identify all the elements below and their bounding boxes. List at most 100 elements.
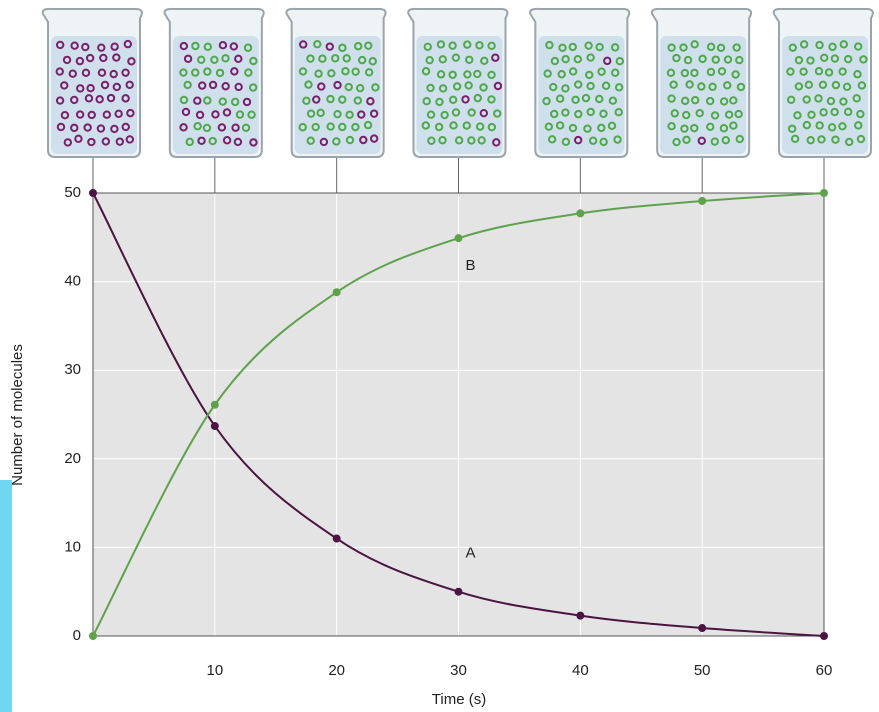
molecule xyxy=(123,39,133,49)
data-point xyxy=(454,587,463,596)
molecule xyxy=(333,109,342,119)
molecule xyxy=(487,122,497,132)
molecule xyxy=(63,138,73,147)
molecule xyxy=(298,67,308,76)
molecule xyxy=(109,69,118,79)
molecule xyxy=(249,56,258,66)
molecule xyxy=(585,70,594,80)
molecule xyxy=(298,123,307,132)
molecule xyxy=(354,42,363,51)
side-strip xyxy=(0,480,12,712)
molecule xyxy=(183,80,192,90)
molecule xyxy=(197,55,206,64)
molecule xyxy=(338,95,347,104)
data-point xyxy=(820,189,828,197)
molecule xyxy=(121,94,130,103)
molecule xyxy=(839,40,849,49)
molecule xyxy=(820,53,829,63)
molecule xyxy=(614,83,624,92)
molecule xyxy=(493,109,502,118)
x-tick-label: 60 xyxy=(816,662,833,679)
molecule xyxy=(451,53,461,62)
molecule xyxy=(680,68,690,78)
molecule xyxy=(480,56,489,66)
molecule xyxy=(583,124,592,133)
molecule xyxy=(682,110,691,120)
molecule xyxy=(125,135,135,144)
molecule xyxy=(680,124,689,133)
molecule xyxy=(487,41,496,51)
molecule xyxy=(666,68,676,78)
molecule xyxy=(804,80,814,89)
molecule xyxy=(449,121,458,130)
molecule xyxy=(325,42,334,51)
molecule xyxy=(824,68,834,77)
data-point xyxy=(332,288,341,297)
molecule xyxy=(542,96,551,106)
molecule xyxy=(615,56,625,66)
molecule xyxy=(96,124,106,133)
molecule xyxy=(435,97,444,107)
molecule xyxy=(345,135,355,145)
molecule xyxy=(721,136,731,145)
molecule xyxy=(817,135,826,144)
molecule xyxy=(815,40,824,50)
molecule xyxy=(561,84,570,93)
molecule xyxy=(854,121,863,130)
molecule xyxy=(179,123,188,132)
series-label: B xyxy=(465,257,475,274)
molecule xyxy=(235,110,245,119)
molecule xyxy=(465,55,474,64)
molecule xyxy=(76,84,85,93)
molecule xyxy=(601,81,611,90)
molecule xyxy=(345,110,354,120)
molecule xyxy=(672,137,681,147)
molecule xyxy=(60,81,69,90)
data-point xyxy=(576,209,585,218)
molecule xyxy=(794,55,804,65)
data-point xyxy=(698,624,707,633)
molecule xyxy=(218,40,228,50)
molecule xyxy=(242,97,252,107)
molecule xyxy=(680,96,690,106)
molecule xyxy=(732,43,741,52)
molecule xyxy=(422,97,431,106)
molecule xyxy=(573,135,583,145)
molecule xyxy=(85,53,95,63)
molecule xyxy=(581,93,591,103)
molecule xyxy=(613,135,622,144)
molecule xyxy=(794,82,804,91)
molecule xyxy=(706,42,716,52)
molecule xyxy=(311,122,320,132)
x-tick-label: 50 xyxy=(694,662,711,679)
molecule xyxy=(463,70,472,79)
molecule xyxy=(705,96,715,106)
molecule xyxy=(364,41,373,50)
x-tick-label: 10 xyxy=(206,662,223,679)
molecule xyxy=(586,107,595,117)
molecule xyxy=(814,67,824,76)
molecule xyxy=(427,136,436,145)
molecule xyxy=(70,123,79,133)
molecule xyxy=(735,134,744,144)
molecule xyxy=(550,56,560,66)
molecule xyxy=(557,70,566,79)
molecule xyxy=(462,121,471,130)
molecule xyxy=(234,54,243,64)
molecule xyxy=(222,108,232,117)
molecule xyxy=(81,42,90,52)
y-tick-label: 10 xyxy=(64,538,81,555)
molecule xyxy=(477,136,486,145)
beakers xyxy=(41,7,874,193)
molecule xyxy=(491,53,500,62)
molecule xyxy=(70,41,79,50)
data-point xyxy=(698,196,707,205)
molecule xyxy=(342,54,351,63)
molecule xyxy=(574,109,583,119)
molecule xyxy=(312,95,321,104)
molecule xyxy=(843,107,853,117)
molecule xyxy=(193,96,202,105)
molecule xyxy=(597,123,606,133)
molecule xyxy=(369,134,379,143)
molecule xyxy=(492,138,501,147)
